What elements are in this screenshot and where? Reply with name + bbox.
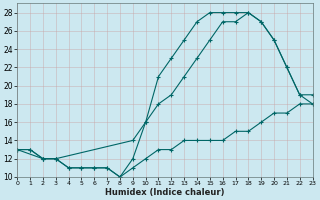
X-axis label: Humidex (Indice chaleur): Humidex (Indice chaleur) <box>105 188 225 197</box>
